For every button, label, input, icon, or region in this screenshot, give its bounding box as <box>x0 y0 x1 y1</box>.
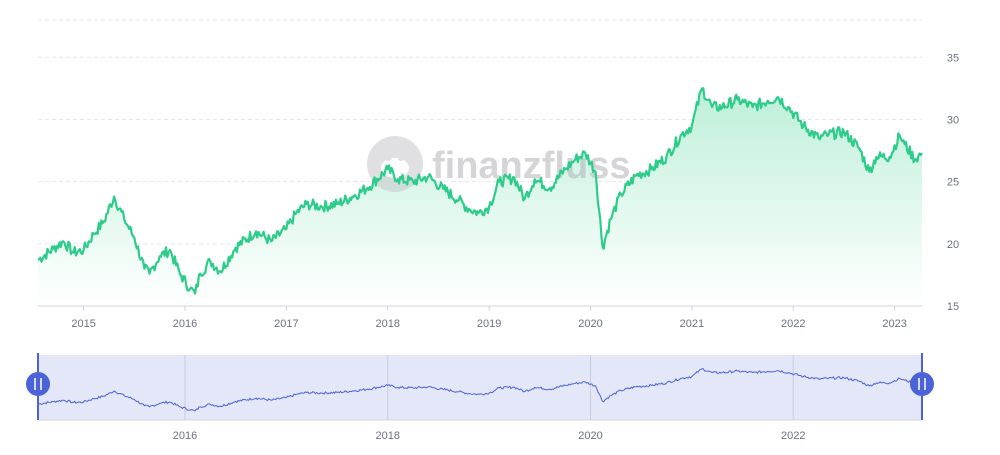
y-tick-label: 15 <box>947 301 959 313</box>
navigator-tick-label: 2020 <box>578 430 602 442</box>
x-tick-label: 2016 <box>173 318 197 330</box>
x-tick-label: 2018 <box>376 318 400 330</box>
navigator-series-line <box>37 368 923 412</box>
x-tick-label: 2023 <box>882 318 906 330</box>
y-tick-label: 30 <box>947 114 959 126</box>
navigator-tick-label: 2018 <box>376 430 400 442</box>
navigator-background <box>38 355 922 420</box>
y-axis: 15 20 25 30 35 <box>947 52 959 313</box>
navigator-tick-label: 2016 <box>173 430 197 442</box>
price-series-line <box>37 87 923 295</box>
handle-knob <box>910 372 934 396</box>
x-tick-label: 2022 <box>781 318 805 330</box>
x-tick-label: 2019 <box>477 318 501 330</box>
handle-knob <box>26 372 50 396</box>
y-tick-label: 35 <box>947 52 959 64</box>
x-tick-label: 2021 <box>680 318 704 330</box>
x-axis: 2015 2016 2017 2018 2019 2020 2021 2022 2023 <box>38 305 922 330</box>
range-handle-right[interactable] <box>910 353 934 420</box>
watermark-text: finanzfluss <box>432 145 630 187</box>
range-navigator[interactable]: 2016 2018 2020 2022 <box>26 353 934 442</box>
x-tick-label: 2020 <box>578 318 602 330</box>
x-tick-label: 2015 <box>71 318 95 330</box>
range-handle-left[interactable] <box>26 353 50 420</box>
price-area <box>38 88 922 307</box>
y-tick-label: 20 <box>947 239 959 251</box>
watermark: finanzfluss <box>367 136 630 192</box>
price-line <box>37 87 923 295</box>
price-area-fill <box>38 88 922 307</box>
y-tick-label: 25 <box>947 177 959 189</box>
navigator-tick-label: 2022 <box>781 430 805 442</box>
x-tick-label: 2017 <box>274 318 298 330</box>
